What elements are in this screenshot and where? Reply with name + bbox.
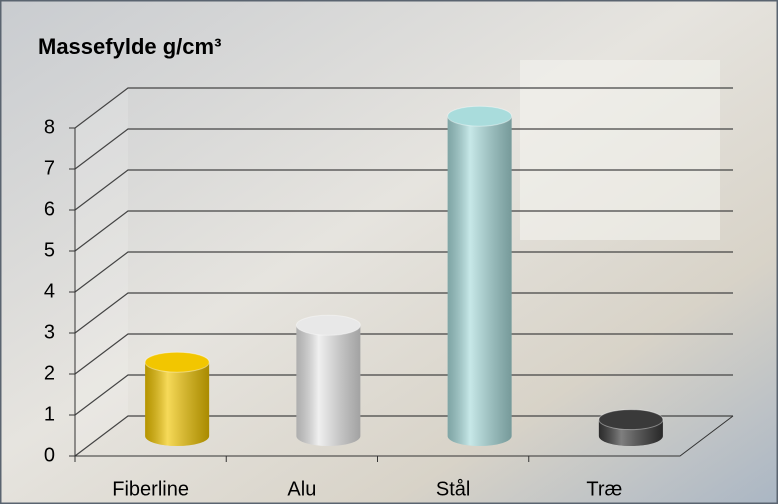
x-tick-label: Stål (436, 478, 470, 500)
x-tick-label: Alu (287, 478, 316, 500)
y-tick-label: 0 (44, 444, 55, 466)
bar-shade (145, 362, 209, 446)
bar-shade (296, 325, 360, 446)
bar-top (448, 106, 512, 126)
y-tick-label: 7 (44, 157, 55, 179)
bar-top (599, 410, 663, 430)
chart: Massefylde g/cm³ 0 1 2 3 4 5 6 7 8 Fiberline Alu St… (0, 0, 778, 504)
y-tick-label: 1 (44, 403, 55, 425)
y-tick-label: 4 (44, 280, 55, 302)
y-tick-label: 8 (44, 116, 55, 138)
x-tick-label: Fiberline (112, 478, 189, 500)
y-tick-label: 2 (44, 362, 55, 384)
chart-title: Massefylde g/cm³ (38, 34, 221, 59)
y-tick-label: 5 (44, 239, 55, 261)
y-tick-label: 6 (44, 198, 55, 220)
y-tick-label: 3 (44, 321, 55, 343)
bar-top (145, 352, 209, 372)
bar-shade (448, 116, 512, 446)
bar-top (296, 315, 360, 335)
x-tick-label: Træ (586, 478, 622, 500)
background-monitor (520, 60, 720, 240)
